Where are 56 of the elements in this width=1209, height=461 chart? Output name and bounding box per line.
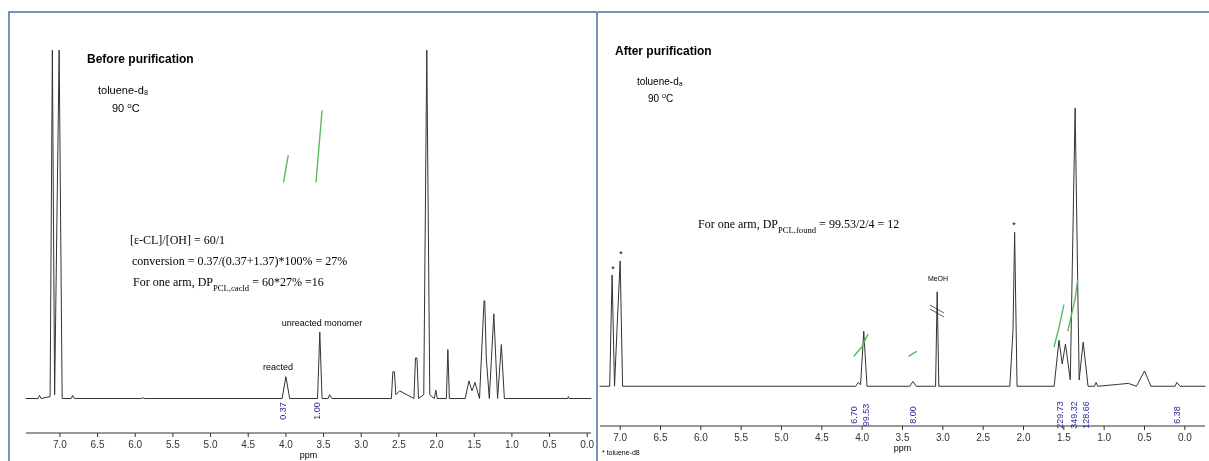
x-tick-label: 1.0 xyxy=(1097,432,1112,443)
x-tick-label: 3.5 xyxy=(895,432,910,443)
x-tick-label: 6.0 xyxy=(693,432,709,443)
annotation: * xyxy=(619,249,624,259)
x-tick-label: 5.0 xyxy=(774,432,789,443)
annotation: unreacted monomer xyxy=(281,318,363,328)
x-tick-label: 4.0 xyxy=(855,432,870,443)
annotation: 8.00 xyxy=(908,406,919,424)
annotation: * xyxy=(1012,220,1017,230)
x-tick-label: 3.5 xyxy=(316,439,331,450)
x-tick-label: 7.0 xyxy=(613,432,628,443)
x-tick-label: 0.0 xyxy=(580,439,595,450)
annotation: 6.70 xyxy=(849,406,860,424)
x-tick-label: 4.5 xyxy=(241,439,256,450)
x-tick-label: 1.0 xyxy=(504,439,520,450)
annotation: 6.38 xyxy=(1172,406,1183,424)
annotation: [ε-CL]/[OH] = 60/1 xyxy=(130,233,226,247)
text: 90 $^{o}$C xyxy=(648,90,674,104)
x-tick-label: 7.0 xyxy=(52,439,68,450)
annotation: 0.37 xyxy=(278,402,289,420)
x-tick-label: 1.5 xyxy=(1056,432,1072,443)
annotation: 90 $^{o}$C xyxy=(112,100,140,114)
x-tick-label: 0.5 xyxy=(1137,432,1152,443)
x-tick-label: 3.0 xyxy=(354,439,369,450)
annotation: toluene-d₈ xyxy=(98,84,149,96)
x-tick-label: 0.5 xyxy=(542,439,557,450)
text: toluene-d₈ xyxy=(637,76,683,87)
x-tick-label: 5.0 xyxy=(203,439,218,450)
x-tick-label: 5.5 xyxy=(165,439,181,450)
annotation: 1.00 xyxy=(312,402,323,420)
annotation: * xyxy=(611,264,616,274)
x-axis-title: ppm xyxy=(893,443,912,453)
x-tick-label: 2.5 xyxy=(391,439,407,450)
x-tick-label: 2.0 xyxy=(1016,432,1031,443)
x-tick-label: 1.5 xyxy=(467,439,482,450)
x-tick-label: 2.0 xyxy=(429,439,444,450)
annotation: 229.73 xyxy=(1055,401,1066,429)
x-tick-label: 5.5 xyxy=(734,432,749,443)
annotation: For one arm, DP$_{PCL,cacld}$ = 60*27% =16 xyxy=(133,275,324,293)
x-tick-label: 6.0 xyxy=(128,439,143,450)
x-axis-title: ppm xyxy=(299,450,318,460)
x-tick-label: 3.0 xyxy=(935,432,951,443)
x-tick-label: 6.5 xyxy=(653,432,668,443)
chart-title: After purification xyxy=(615,44,712,58)
x-tick-label: 2.5 xyxy=(976,432,991,443)
annotation: For one arm, DP$_{PCL,found}$ = 99.53/2/4 = 12 xyxy=(698,217,900,235)
annotation: 128.66 xyxy=(1081,401,1092,429)
x-tick-label: 6.5 xyxy=(90,439,105,450)
x-tick-label: 4.5 xyxy=(814,432,830,443)
x-tick-label: 4.0 xyxy=(278,439,294,450)
annotation: 349.32 xyxy=(1069,401,1080,429)
x-tick-label: 0.0 xyxy=(1177,432,1193,443)
annotation: reacted xyxy=(262,362,294,372)
chart-title: Before purification xyxy=(87,52,194,66)
annotation: 99.53 xyxy=(861,403,872,427)
annotation: conversion = 0.37/(0.37+1.37)*100% = 27% xyxy=(132,254,348,268)
